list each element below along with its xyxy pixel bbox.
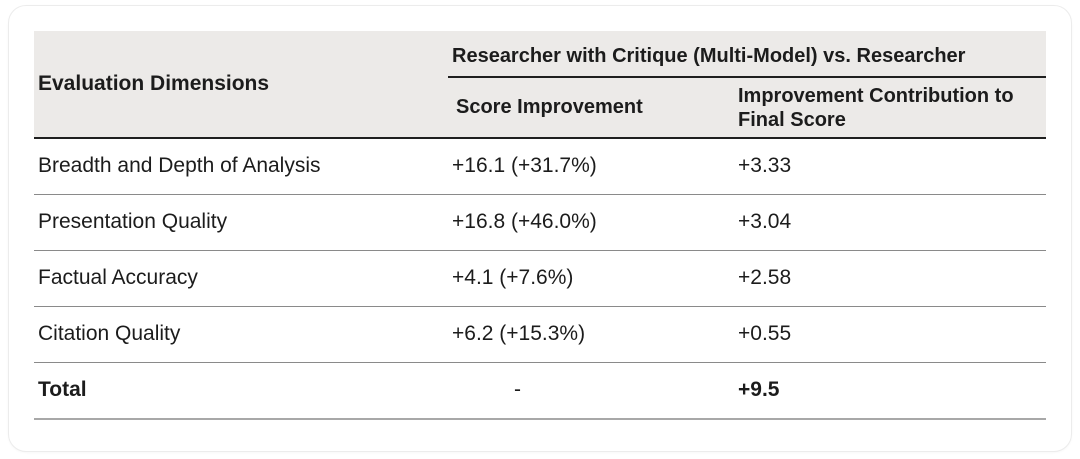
score-improvement-cell: +6.2 (+15.3%) [448, 306, 736, 363]
total-contribution-cell: +9.5 [736, 362, 1046, 420]
table-header: Evaluation Dimensions Researcher with Cr… [34, 31, 1046, 139]
total-score-improvement-cell: - [448, 362, 736, 420]
dimension-cell: Presentation Quality [34, 194, 448, 251]
table-row: Factual Accuracy +4.1 (+7.6%) +2.58 [34, 250, 1046, 307]
dimension-cell: Breadth and Depth of Analysis [34, 138, 448, 195]
column-header-score-improvement: Score Improvement [448, 77, 736, 139]
table-card: Evaluation Dimensions Researcher with Cr… [8, 5, 1072, 452]
table-row: Presentation Quality +16.8 (+46.0%) +3.0… [34, 194, 1046, 251]
dimension-cell: Citation Quality [34, 306, 448, 363]
score-improvement-cell: +4.1 (+7.6%) [448, 250, 736, 307]
contribution-cell: +0.55 [736, 306, 1046, 363]
score-improvement-cell: +16.1 (+31.7%) [448, 138, 736, 195]
table-body: Breadth and Depth of Analysis +16.1 (+31… [34, 138, 1046, 420]
column-header-evaluation-dimensions: Evaluation Dimensions [34, 31, 448, 139]
table-row: Citation Quality +6.2 (+15.3%) +0.55 [34, 306, 1046, 363]
dimension-cell: Factual Accuracy [34, 250, 448, 307]
contribution-cell: +3.04 [736, 194, 1046, 251]
total-row: Total - +9.5 [34, 362, 1046, 420]
total-label-cell: Total [34, 362, 448, 420]
column-header-improvement-contribution: Improvement Contribution to Final Score [736, 77, 1046, 139]
contribution-cell: +2.58 [736, 250, 1046, 307]
spanner-header-researcher-comparison: Researcher with Critique (Multi-Model) v… [448, 31, 1046, 78]
score-improvement-cell: +16.8 (+46.0%) [448, 194, 736, 251]
evaluation-table: Evaluation Dimensions Researcher with Cr… [34, 31, 1046, 420]
contribution-cell: +3.33 [736, 138, 1046, 195]
sub-header-row: Score Improvement Improvement Contributi… [34, 77, 1046, 139]
spanner-header-row: Evaluation Dimensions Researcher with Cr… [34, 31, 1046, 139]
table-row: Breadth and Depth of Analysis +16.1 (+31… [34, 138, 1046, 195]
